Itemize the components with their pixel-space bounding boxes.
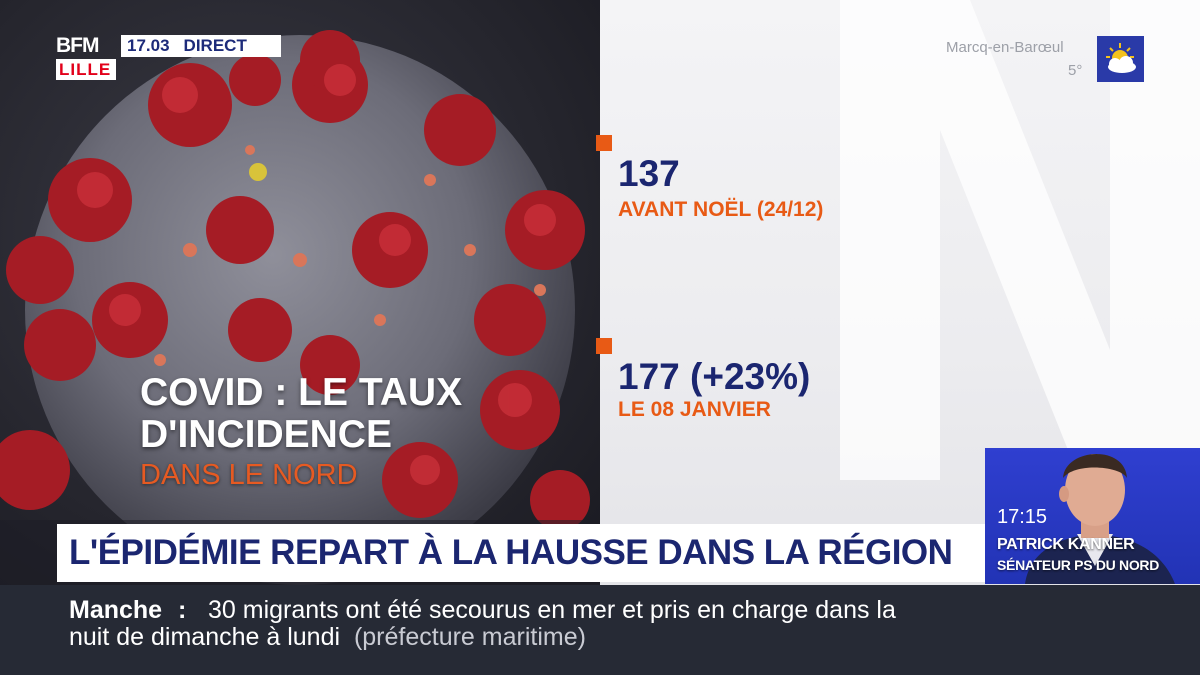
guest-photo xyxy=(1025,453,1175,584)
stat-bullet xyxy=(596,135,612,151)
stat-bullet xyxy=(596,338,612,354)
topic-subtitle: DANS LE NORD xyxy=(140,459,358,491)
guest-name: PATRICK KANNER xyxy=(997,536,1135,553)
guest-time: 17:15 xyxy=(997,506,1048,528)
sun-cloud-icon xyxy=(1097,36,1144,82)
guest-inset: 17:15 PATRICK KANNER SÉNATEUR PS DU NORD xyxy=(985,448,1200,584)
stat-value: 137 xyxy=(618,153,680,194)
ticker-label: Manche xyxy=(69,596,163,624)
topic-title: COVID : LE TAUX D'INCIDENCE xyxy=(140,372,462,456)
topic-title-line2: D'INCIDENCE xyxy=(140,413,392,456)
stat-label: LE 08 JANVIER xyxy=(618,398,771,421)
headline-text: L'ÉPIDÉMIE REPART À LA HAUSSE DANS LA RÉ… xyxy=(69,533,953,572)
live-label: DIRECT xyxy=(183,36,247,55)
watermark-shape xyxy=(840,0,1200,480)
stat-label: AVANT NOËL (24/12) xyxy=(618,198,824,221)
weather-temperature: 5° xyxy=(1068,62,1083,79)
logo-top: BFM xyxy=(56,34,100,57)
clock-time: 17.03 xyxy=(127,36,170,55)
ticker-separator: : xyxy=(178,596,187,624)
headline-bar: L'ÉPIDÉMIE REPART À LA HAUSSE DANS LA RÉ… xyxy=(57,524,985,582)
virus-illustration xyxy=(0,0,600,585)
topic-title-line1: COVID : LE TAUX xyxy=(140,371,463,414)
ticker-text-line2-main: nuit de dimanche à lundi xyxy=(69,623,341,651)
guest-role: SÉNATEUR PS DU NORD xyxy=(997,557,1160,573)
news-ticker xyxy=(0,585,1200,675)
logo-bottom: LILLE xyxy=(56,59,116,80)
stat-value: 177 (+23%) xyxy=(618,356,811,397)
clock-bar: 17.03 DIRECT xyxy=(121,35,281,57)
channel-logo: BFM LILLE xyxy=(56,35,116,82)
ticker-text-line1: 30 migrants ont été secourus en mer et p… xyxy=(208,596,896,624)
weather-city: Marcq-en-Barœul xyxy=(946,39,1064,56)
ticker-text-line2: nuit de dimanche à lundi (préfecture mar… xyxy=(69,623,586,652)
ticker-source: (préfecture maritime) xyxy=(353,623,586,651)
